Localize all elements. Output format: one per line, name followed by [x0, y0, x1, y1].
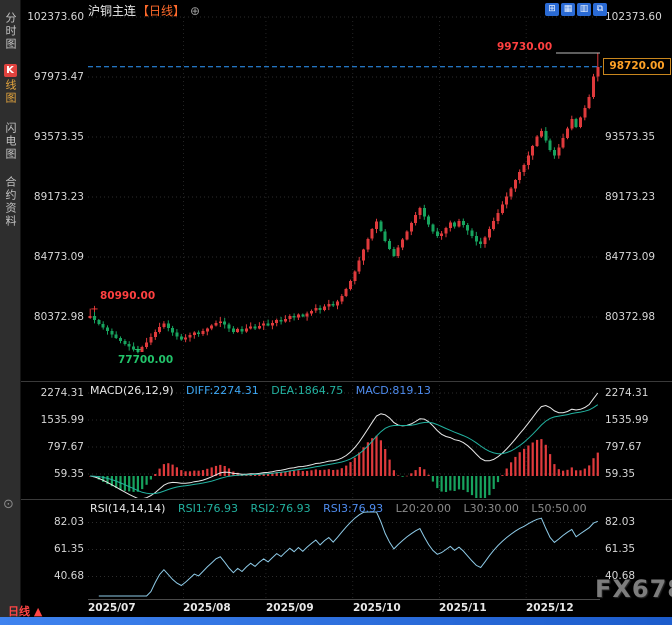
rsi-l20-label: L20:20.00	[395, 502, 451, 515]
rsi2-value: RSI2:76.93	[250, 502, 311, 515]
add-indicator-icon[interactable]: ⊕	[190, 4, 201, 18]
sidebar-item-label: 闪电图	[4, 122, 17, 161]
sidebar-item-time-chart[interactable]: 分时图	[0, 12, 20, 51]
open-price-marker: 80990.00	[100, 290, 156, 302]
macd-hist-value: MACD:819.13	[355, 384, 431, 397]
rsi-params-label: RSI(14,14,14)	[90, 502, 166, 515]
period-selector[interactable]: 日线 ▲	[8, 603, 42, 619]
crosshair-icon[interactable]: ⊙	[3, 497, 14, 512]
toolbar-button-new-window[interactable]: ⧉	[593, 3, 607, 16]
rsi1-value: RSI1:76.93	[177, 502, 239, 515]
rsi-l30-label: L30:30.00	[463, 502, 519, 515]
panel-separator	[20, 381, 672, 382]
chart-header: 沪铜主连【日线】 ⊕	[88, 2, 200, 19]
bottom-taskbar	[0, 617, 672, 625]
sidebar-item-label: 线图	[4, 79, 17, 105]
triangle-up-icon: ▲	[33, 605, 43, 618]
rsi3-value: RSI3:76.93	[323, 502, 384, 515]
k-line-badge-icon: K	[3, 64, 17, 77]
period-tag: 【日线】	[137, 4, 186, 18]
macd-dea-value: DEA:1864.75	[271, 384, 344, 397]
current-price-tag: 98720.00	[603, 58, 671, 75]
x-axis-line	[88, 599, 600, 600]
chart-type-sidebar: 分时图 K 线图 闪电图 合约资料 ⊙	[0, 0, 21, 617]
macd-diff-value: DIFF:2274.31	[186, 384, 259, 397]
macd-params-label: MACD(26,12,9)	[90, 384, 174, 397]
sidebar-item-label: 合约资料	[4, 176, 17, 228]
macd-label-row: MACD(26,12,9) DIFF:2274.31 DEA:1864.75 M…	[90, 384, 440, 397]
rsi-label-row: RSI(14,14,14) RSI1:76.93 RSI2:76.93 RSI3…	[90, 502, 596, 515]
period-selector-label: 日线	[8, 605, 30, 618]
toolbar-button-columns[interactable]: ▥	[577, 3, 591, 16]
rsi-l50-label: L50:50.00	[531, 502, 587, 515]
sidebar-item-label: 分时图	[4, 12, 17, 51]
sidebar-item-kline-chart[interactable]: K 线图	[0, 64, 20, 105]
sidebar-item-contract-info[interactable]: 合约资料	[0, 176, 20, 228]
instrument-title: 沪铜主连	[88, 4, 137, 18]
low-price-marker: 77700.00	[118, 354, 174, 366]
toolbar-button-grid-2x2[interactable]: ⊞	[545, 3, 559, 16]
svg-text:+: +	[90, 304, 98, 315]
sidebar-item-lightning-chart[interactable]: 闪电图	[0, 122, 20, 161]
panel-separator	[20, 499, 672, 500]
high-price-marker: 99730.00	[497, 41, 553, 53]
fx678-watermark: FX678	[595, 575, 672, 603]
toolbar-button-grid-3x3[interactable]: ▦	[561, 3, 575, 16]
